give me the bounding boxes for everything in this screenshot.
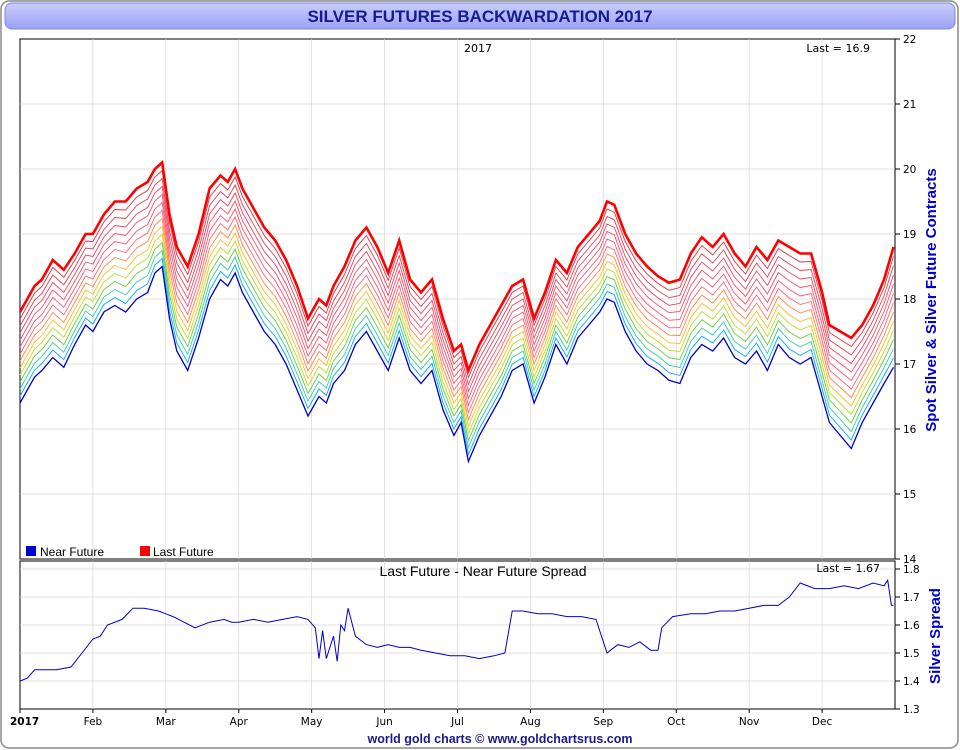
x-tick-label: Feb [84,716,103,728]
legend-swatch-near-future [26,546,36,556]
price-y-tick-label: 15 [903,489,916,501]
spread-panel-ylabel: Silver Spread [927,588,944,684]
price-panel-ylabel: Spot Silver & Silver Future Contracts [923,168,940,431]
spread-y-tick-label: 1.7 [903,592,920,604]
price-y-tick-label: 20 [903,164,916,176]
spread-panel-last-label: Last = 1.67 [816,562,880,575]
spread-panel-subtitle: Last Future - Near Future Spread [380,563,587,579]
x-axis-ticks: 2017 Feb Mar Apr May Jun Jul Aug Sep Oct Nov Dec [10,709,832,728]
legend-label-near-future: Near Future [40,545,104,559]
futures-contract-line [19,241,894,443]
legend-label-last-future: Last Future [153,545,214,559]
x-tick-label: Sep [593,716,613,728]
price-series [18,159,895,464]
near-future-line [19,265,895,464]
footer-credit: world gold charts © www.goldchartsrus.co… [366,732,632,746]
spread-y-tick-label: 1.5 [903,648,920,660]
price-panel-last-label: Last = 16.9 [806,42,870,55]
price-y-tick-label: 17 [903,359,916,371]
futures-contract-line [19,217,894,421]
title-bar [4,2,956,30]
price-y-tick-label: 16 [903,424,917,436]
x-tick-label: Aug [520,716,541,728]
futures-contract-line [19,201,894,407]
futures-curves [19,169,894,457]
spread-y-tick-label: 1.6 [903,620,920,632]
futures-contract-line [19,193,894,400]
spread-series [19,578,894,682]
price-y-tick-label: 19 [903,229,916,241]
x-tick-label: Jul [450,716,464,728]
price-panel-subtitle: 2017 [464,42,492,55]
futures-contract-line [19,209,894,414]
x-tick-label: Mar [156,716,176,728]
futures-contract-line [19,169,894,379]
spread-y-tick-label: 1.4 [903,676,920,688]
futures-contract-line [19,233,894,436]
price-y-tick-label: 18 [903,294,916,306]
futures-contract-line [19,225,894,428]
x-tick-label: Dec [812,716,833,728]
spread-panel-grid [20,561,895,709]
futures-contract-line [19,249,894,450]
chart-title: SILVER FUTURES BACKWARDATION 2017 [307,7,652,26]
spread-panel-y-ticks: 1.3 1.4 1.5 1.6 1.7 1.8 [895,564,920,716]
price-y-tick-label: 22 [903,34,916,46]
x-tick-label: Jun [375,716,392,728]
x-tick-label: 2017 [10,716,39,728]
price-panel-grid [20,39,895,559]
x-tick-label: May [301,716,323,728]
spread-line [19,578,894,682]
futures-contract-line [19,185,894,393]
spread-y-tick-label: 1.8 [903,564,920,576]
price-panel-y-ticks: 14 15 16 17 18 19 20 21 22 [895,34,917,566]
x-tick-label: Apr [230,716,249,728]
x-tick-label: Oct [667,716,685,728]
last-future-line [18,159,895,375]
spread-y-tick-label: 1.3 [903,704,920,716]
futures-contract-line [19,177,894,386]
legend-swatch-last-future [140,546,150,556]
x-tick-label: Nov [739,716,760,728]
futures-contract-line [19,257,894,457]
price-y-tick-label: 21 [903,99,916,111]
price-y-tick-label: 14 [903,554,917,566]
